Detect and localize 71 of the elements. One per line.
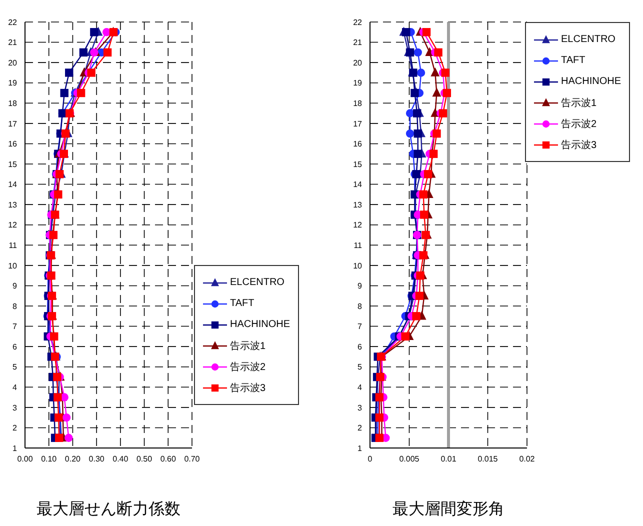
y-tick-label: 16 (8, 140, 18, 149)
y-tick-label: 10 (8, 261, 18, 270)
legend-label: TAFT (230, 298, 254, 309)
legend-label: TAFT (560, 55, 586, 66)
x-tick-label: 0.01 (440, 454, 457, 464)
x-tick-label: 0.20 (64, 454, 82, 464)
y-tick-label: 6 (12, 342, 18, 352)
y-tick-label: 16 (353, 140, 363, 149)
y-tick-label: 21 (353, 38, 363, 48)
x-tick-label: 0.015 (478, 454, 498, 464)
y-tick-label: 9 (358, 282, 363, 291)
y-tick-label: 20 (353, 58, 363, 68)
y-tick-label: 11 (8, 240, 18, 250)
y-tick-label: 13 (353, 200, 363, 210)
legend-label: HACHINOHE (230, 319, 290, 330)
legend-label: HACHINOHE (560, 76, 621, 87)
y-tick-label: 3 (358, 403, 363, 412)
y-tick-label: 3 (12, 403, 18, 412)
y-tick-label: 5 (12, 362, 18, 372)
y-tick-label: 11 (354, 240, 363, 250)
x-tick-label: 0.02 (519, 454, 536, 464)
legend-label: 告示波3 (230, 382, 266, 394)
y-tick-label: 17 (8, 119, 18, 128)
y-tick-label: 19 (353, 78, 363, 88)
y-tick-label: 14 (8, 180, 18, 190)
y-tick-label: 6 (358, 342, 363, 352)
legend-label: 告示波2 (230, 360, 266, 374)
x-tick-label: 0.60 (160, 454, 176, 464)
y-tick-label: 2 (358, 424, 363, 433)
y-tick-label: 7 (12, 322, 18, 332)
x-tick-label: 0.10 (41, 454, 58, 464)
legend-label: 告示波3 (560, 138, 597, 152)
y-tick-label: 8 (358, 302, 363, 311)
y-tick-label: 12 (8, 220, 18, 230)
x-tick-label: 0.30 (88, 454, 105, 464)
y-tick-label: 20 (8, 58, 18, 68)
legend-label: 告示波1 (230, 340, 266, 352)
y-tick-label: 7 (358, 322, 363, 332)
x-tick-label: 0 (368, 454, 373, 464)
y-tick-label: 15 (353, 160, 363, 169)
x-tick-label: 0.40 (112, 454, 129, 464)
y-tick-label: 4 (358, 382, 363, 392)
y-tick-label: 8 (12, 302, 18, 311)
x-tick-label: 0.70 (184, 454, 200, 464)
x-tick-label: 0.50 (136, 454, 153, 464)
y-tick-label: 10 (353, 261, 363, 270)
y-tick-label: 18 (353, 98, 363, 108)
x-axis-title: 最大層間変形角 (392, 500, 504, 518)
legend-label: 告示波1 (560, 96, 597, 110)
x-tick-label: 0.005 (399, 454, 420, 464)
y-tick-label: 2 (12, 424, 18, 433)
y-tick-label: 14 (353, 180, 363, 190)
y-tick-label: 1 (12, 444, 18, 453)
y-tick-label: 22 (353, 18, 363, 27)
y-tick-label: 4 (12, 382, 18, 392)
y-tick-label: 12 (353, 220, 363, 230)
x-axis-title: 最大層せん断力係数 (36, 500, 180, 518)
legend-label: 告示波2 (560, 118, 597, 130)
y-tick-label: 22 (8, 18, 18, 27)
y-tick-label: 17 (353, 119, 363, 128)
y-tick-label: 9 (12, 282, 18, 291)
y-tick-label: 5 (358, 362, 363, 372)
y-tick-label: 1 (358, 444, 363, 453)
x-tick-label: 0.00 (17, 454, 34, 464)
legend-label: ELCENTRO (230, 277, 284, 288)
y-tick-label: 15 (8, 160, 18, 169)
y-tick-label: 19 (8, 78, 18, 88)
y-tick-label: 21 (8, 38, 18, 48)
legend-label: ELCENTRO (560, 34, 616, 45)
y-tick-label: 18 (8, 98, 18, 108)
y-tick-label: 13 (8, 200, 18, 210)
